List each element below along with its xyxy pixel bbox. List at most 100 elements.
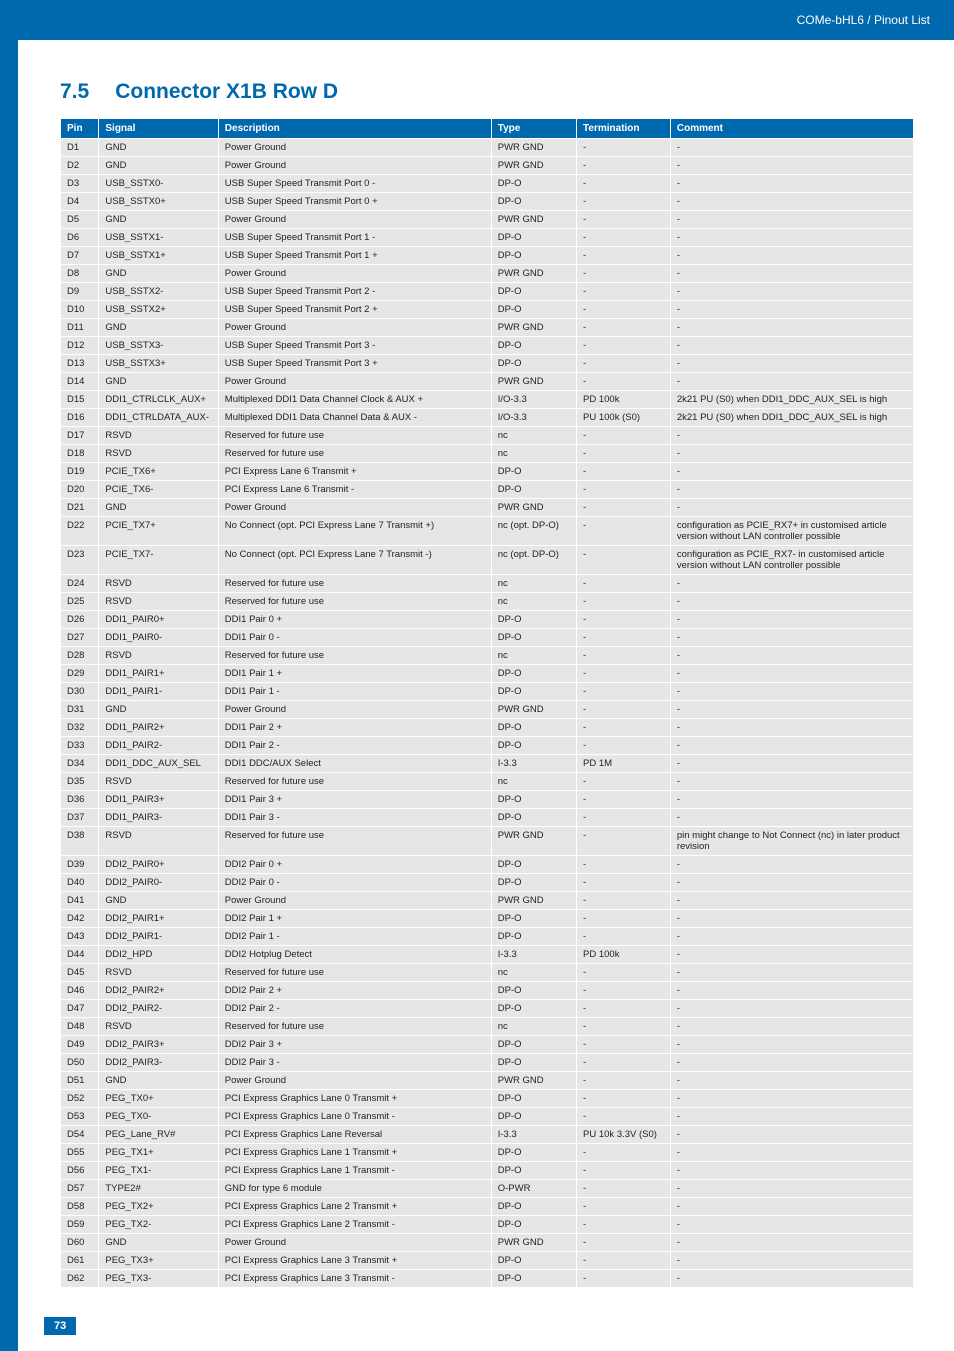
table-cell: D16	[61, 409, 99, 427]
table-row: D57TYPE2#GND for type 6 moduleO-PWR--	[61, 1180, 914, 1198]
table-row: D2GNDPower GroundPWR GND--	[61, 157, 914, 175]
table-cell: -	[670, 1036, 913, 1054]
table-cell: D12	[61, 337, 99, 355]
table-row: D5GNDPower GroundPWR GND--	[61, 211, 914, 229]
table-cell: configuration as PCIE_RX7+ in customised…	[670, 517, 913, 546]
table-cell: USB_SSTX2+	[99, 301, 218, 319]
table-cell: D45	[61, 964, 99, 982]
table-cell: GND	[99, 211, 218, 229]
table-cell: -	[577, 445, 671, 463]
table-cell: DP-O	[491, 337, 576, 355]
table-cell: RSVD	[99, 593, 218, 611]
table-cell: nc	[491, 427, 576, 445]
table-cell: DP-O	[491, 928, 576, 946]
table-cell: RSVD	[99, 575, 218, 593]
table-cell: -	[670, 1090, 913, 1108]
table-row: D61PEG_TX3+PCI Express Graphics Lane 3 T…	[61, 1252, 914, 1270]
table-cell: DDI2_PAIR1+	[99, 910, 218, 928]
table-cell: DDI2_PAIR0+	[99, 856, 218, 874]
table-cell: USB_SSTX3-	[99, 337, 218, 355]
table-cell: -	[577, 892, 671, 910]
table-cell: DDI2 Pair 2 +	[218, 982, 491, 1000]
table-cell: D62	[61, 1270, 99, 1288]
table-cell: pin might change to Not Connect (nc) in …	[670, 827, 913, 856]
table-cell: nc	[491, 773, 576, 791]
table-cell: Reserved for future use	[218, 593, 491, 611]
table-cell: PWR GND	[491, 157, 576, 175]
table-cell: DP-O	[491, 791, 576, 809]
table-cell: DDI2 Pair 1 +	[218, 910, 491, 928]
table-cell: DDI1_PAIR1+	[99, 665, 218, 683]
table-row: D49DDI2_PAIR3+DDI2 Pair 3 +DP-O--	[61, 1036, 914, 1054]
table-cell: DDI2 Pair 3 -	[218, 1054, 491, 1072]
table-row: D52PEG_TX0+PCI Express Graphics Lane 0 T…	[61, 1090, 914, 1108]
table-cell: -	[670, 157, 913, 175]
table-cell: PU 10k 3.3V (S0)	[577, 1126, 671, 1144]
table-row: D35RSVDReserved for future usenc--	[61, 773, 914, 791]
table-cell: -	[670, 701, 913, 719]
table-cell: I/O-3.3	[491, 409, 576, 427]
table-cell: -	[577, 1252, 671, 1270]
table-cell: -	[670, 892, 913, 910]
table-row: D30DDI1_PAIR1-DDI1 Pair 1 -DP-O--	[61, 683, 914, 701]
page: COMe-bHL6 / Pinout List 7.5Connector X1B…	[0, 0, 954, 1351]
table-cell: -	[670, 481, 913, 499]
header-bar: COMe-bHL6 / Pinout List	[0, 0, 954, 40]
table-cell: PD 100k	[577, 391, 671, 409]
table-cell: DDI1_PAIR3-	[99, 809, 218, 827]
table-cell: D2	[61, 157, 99, 175]
table-cell: DDI2_PAIR2-	[99, 1000, 218, 1018]
table-cell: DP-O	[491, 1108, 576, 1126]
table-cell: -	[670, 301, 913, 319]
table-cell: D38	[61, 827, 99, 856]
table-cell: D55	[61, 1144, 99, 1162]
table-cell: DDI2 Pair 3 +	[218, 1036, 491, 1054]
table-cell: DP-O	[491, 1000, 576, 1018]
table-cell: D56	[61, 1162, 99, 1180]
table-cell: Reserved for future use	[218, 575, 491, 593]
table-cell: Power Ground	[218, 157, 491, 175]
table-cell: Power Ground	[218, 892, 491, 910]
table-cell: D20	[61, 481, 99, 499]
table-cell: -	[577, 175, 671, 193]
table-cell: D19	[61, 463, 99, 481]
table-cell: DP-O	[491, 1216, 576, 1234]
table-cell: DDI1 Pair 2 -	[218, 737, 491, 755]
table-cell: D30	[61, 683, 99, 701]
col-signal: Signal	[99, 119, 218, 139]
table-cell: DP-O	[491, 910, 576, 928]
table-cell: -	[670, 427, 913, 445]
table-cell: TYPE2#	[99, 1180, 218, 1198]
table-cell: PEG_TX3+	[99, 1252, 218, 1270]
table-row: D39DDI2_PAIR0+DDI2 Pair 0 +DP-O--	[61, 856, 914, 874]
table-cell: -	[577, 1108, 671, 1126]
table-cell: PD 1M	[577, 755, 671, 773]
table-cell: -	[577, 737, 671, 755]
table-cell: PCIE_TX7-	[99, 546, 218, 575]
table-cell: D53	[61, 1108, 99, 1126]
table-cell: USB_SSTX3+	[99, 355, 218, 373]
table-cell: -	[577, 517, 671, 546]
table-cell: DDI2_HPD	[99, 946, 218, 964]
table-row: D44DDI2_HPDDDI2 Hotplug DetectI-3.3PD 10…	[61, 946, 914, 964]
table-cell: -	[577, 283, 671, 301]
table-cell: nc	[491, 647, 576, 665]
table-row: D3USB_SSTX0-USB Super Speed Transmit Por…	[61, 175, 914, 193]
table-cell: DP-O	[491, 629, 576, 647]
table-row: D27DDI1_PAIR0-DDI1 Pair 0 -DP-O--	[61, 629, 914, 647]
table-cell: USB Super Speed Transmit Port 0 +	[218, 193, 491, 211]
table-row: D38RSVDReserved for future usePWR GND-pi…	[61, 827, 914, 856]
table-cell: Power Ground	[218, 1234, 491, 1252]
col-term: Termination	[577, 119, 671, 139]
table-cell: -	[577, 575, 671, 593]
breadcrumb: COMe-bHL6 / Pinout List	[797, 13, 930, 27]
table-cell: No Connect (opt. PCI Express Lane 7 Tran…	[218, 546, 491, 575]
table-cell: Reserved for future use	[218, 773, 491, 791]
table-cell: -	[577, 683, 671, 701]
table-cell: DP-O	[491, 481, 576, 499]
table-cell: PWR GND	[491, 701, 576, 719]
table-row: D28RSVDReserved for future usenc--	[61, 647, 914, 665]
table-cell: DP-O	[491, 737, 576, 755]
table-row: D13USB_SSTX3+USB Super Speed Transmit Po…	[61, 355, 914, 373]
table-row: D54PEG_Lane_RV#PCI Express Graphics Lane…	[61, 1126, 914, 1144]
